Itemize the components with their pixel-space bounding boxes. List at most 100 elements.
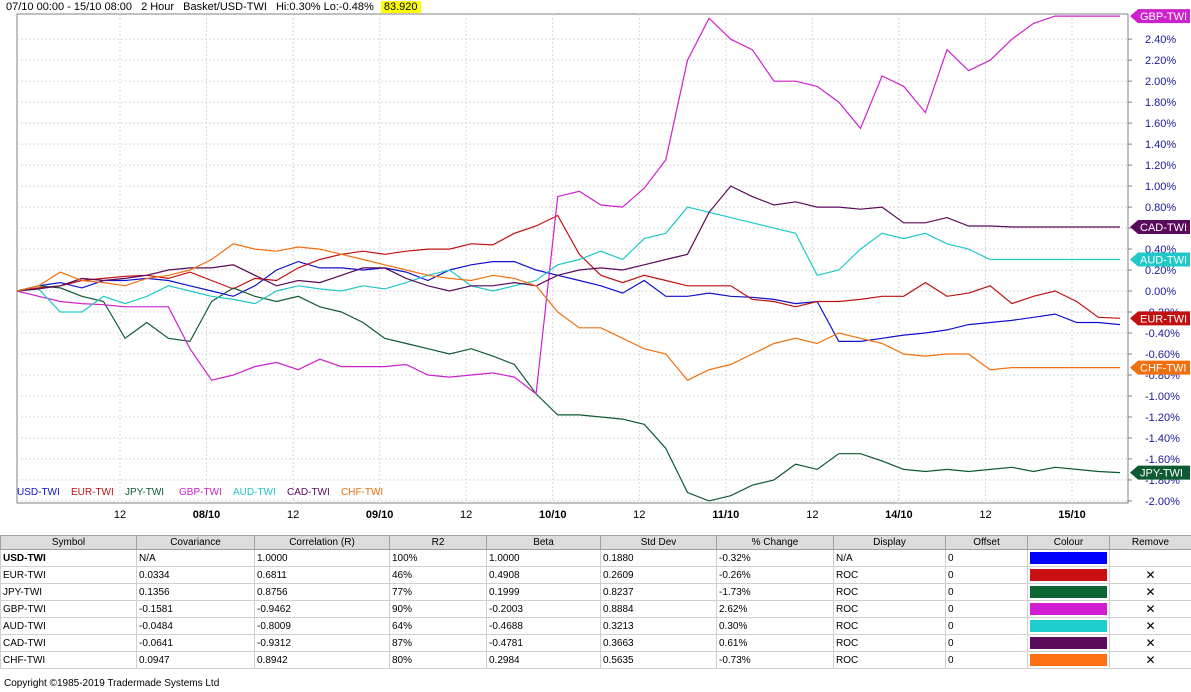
table-row[interactable]: JPY-TWI 0.1356 0.8756 77% 0.1999 0.8237 -1.73%… <box>0 583 1191 601</box>
cell-offset[interactable]: 0 <box>945 651 1028 669</box>
series-line-usd-twi <box>16 260 1121 342</box>
cell-display[interactable]: ROC <box>833 566 946 584</box>
cell-colour[interactable] <box>1027 617 1110 635</box>
table-row[interactable]: AUD-TWI -0.0484 -0.8009 64% -0.4688 0.3213 0.3… <box>0 617 1191 635</box>
colour-swatch[interactable] <box>1030 603 1107 615</box>
date-range: 07/10 00:00 - 15/10 08:00 <box>6 1 132 13</box>
cell-colour[interactable] <box>1027 549 1110 567</box>
cell-beta: -0.4781 <box>486 634 601 652</box>
y-tick-label: 2.20% <box>1145 55 1176 67</box>
cell-offset[interactable]: 0 <box>945 617 1028 635</box>
col-symbol[interactable]: Symbol <box>0 535 137 550</box>
remove-icon[interactable]: ✕ <box>1109 583 1191 601</box>
cell-beta: 0.1999 <box>486 583 601 601</box>
table-row[interactable]: EUR-TWI 0.0334 0.6811 46% 0.4908 0.2609 -0.26%… <box>0 566 1191 584</box>
colour-swatch[interactable] <box>1030 637 1107 649</box>
remove-icon[interactable]: ✕ <box>1109 634 1191 652</box>
colour-swatch[interactable] <box>1030 552 1107 564</box>
cell-r2: 90% <box>389 600 487 618</box>
y-tick-label: -0.60% <box>1145 349 1180 361</box>
cell-symbol: CHF-TWI <box>0 651 137 669</box>
col-beta[interactable]: Beta <box>486 535 601 550</box>
cell-offset[interactable]: 0 <box>945 583 1028 601</box>
col-std-dev[interactable]: Std Dev <box>600 535 717 550</box>
cell-cov: N/A <box>136 549 255 567</box>
series-line-chf-twi <box>16 243 1120 381</box>
col-r2[interactable]: R2 <box>389 535 487 550</box>
cell-colour[interactable] <box>1027 600 1110 618</box>
series-line-gbp-twi <box>16 15 1120 396</box>
col-pct-change[interactable]: % Change <box>716 535 834 550</box>
cell-colour[interactable] <box>1027 566 1110 584</box>
basket-chart[interactable]: 2.40% 2.20% 2.00% 1.80% 1.60% 1.40% 1.20% 1.00%… <box>0 0 1191 532</box>
remove-icon[interactable]: ✕ <box>1109 617 1191 635</box>
cell-display[interactable]: ROC <box>833 583 946 601</box>
end-tag-gbp-twi <box>1130 9 1190 24</box>
cell-colour[interactable] <box>1027 583 1110 601</box>
cell-cov: -0.0484 <box>136 617 255 635</box>
cell-colour[interactable] <box>1027 651 1110 669</box>
x-tick-label: 12 <box>633 509 645 521</box>
hilo-label: Hi:0.30% Lo:-0.48% <box>275 1 374 13</box>
cell-corr: -0.9312 <box>254 634 390 652</box>
cell-corr: 1.0000 <box>254 549 390 567</box>
x-tick-label: 12 <box>460 509 472 521</box>
cell-display[interactable]: ROC <box>833 634 946 652</box>
cell-display[interactable]: ROC <box>833 651 946 669</box>
colour-swatch[interactable] <box>1030 586 1107 598</box>
cell-corr: -0.9462 <box>254 600 390 618</box>
y-tick-label: 0.80% <box>1145 202 1176 214</box>
cell-offset[interactable]: 0 <box>945 600 1028 618</box>
basket-label: Basket/USD-TWI <box>183 1 267 13</box>
cell-symbol: USD-TWI <box>0 549 137 567</box>
remove-icon[interactable]: ✕ <box>1109 566 1191 584</box>
cell-chg: 0.61% <box>716 634 834 652</box>
chart-header: 07/10 00:00 - 15/10 08:00 2 Hour Basket/… <box>0 0 1191 14</box>
colour-swatch[interactable] <box>1030 620 1107 632</box>
end-tag-label: CAD-TWI <box>1140 222 1187 234</box>
series-line-cad-twi <box>16 185 1120 292</box>
series-line-eur-twi <box>16 214 1121 319</box>
remove-icon[interactable]: ✕ <box>1109 600 1191 618</box>
cell-chg: -0.26% <box>716 566 834 584</box>
col-correlation[interactable]: Correlation (R) <box>254 535 390 550</box>
legend-item: CHF-TWI <box>341 487 383 498</box>
table-row[interactable]: USD-TWI N/A 1.0000 100% 1.0000 0.1880 -0.32% N/… <box>0 549 1191 567</box>
cell-r2: 77% <box>389 583 487 601</box>
cell-std: 0.2609 <box>600 566 717 584</box>
legend-item: AUD-TWI <box>233 487 276 498</box>
cell-offset[interactable]: 0 <box>945 566 1028 584</box>
remove-icon[interactable] <box>1109 549 1191 567</box>
cell-display[interactable]: N/A <box>833 549 946 567</box>
y-tick-label: -1.40% <box>1145 433 1180 445</box>
y-tick-label: 1.40% <box>1145 139 1176 151</box>
col-offset[interactable]: Offset <box>945 535 1028 550</box>
cell-colour[interactable] <box>1027 634 1110 652</box>
cell-beta: -0.4688 <box>486 617 601 635</box>
colour-swatch[interactable] <box>1030 654 1107 666</box>
cell-display[interactable]: ROC <box>833 600 946 618</box>
col-display[interactable]: Display <box>833 535 946 550</box>
cell-display[interactable]: ROC <box>833 617 946 635</box>
remove-icon[interactable]: ✕ <box>1109 651 1191 669</box>
cell-chg: -1.73% <box>716 583 834 601</box>
col-remove[interactable]: Remove <box>1109 535 1191 550</box>
cell-offset[interactable]: 0 <box>945 549 1028 567</box>
y-tick-label: 2.00% <box>1145 76 1176 88</box>
table-row[interactable]: CAD-TWI -0.0641 -0.9312 87% -0.4781 0.3663 0.6… <box>0 634 1191 652</box>
cell-offset[interactable]: 0 <box>945 634 1028 652</box>
cell-r2: 100% <box>389 549 487 567</box>
y-tick-label: 0.20% <box>1145 265 1176 277</box>
table-row[interactable]: GBP-TWI -0.1581 -0.9462 90% -0.2003 0.8884 2.6… <box>0 600 1191 618</box>
cell-beta: 1.0000 <box>486 549 601 567</box>
col-colour[interactable]: Colour <box>1027 535 1110 550</box>
table-row[interactable]: CHF-TWI 0.0947 0.8942 80% 0.2984 0.5635 -0.73%… <box>0 651 1191 669</box>
y-tick-label: 2.40% <box>1145 34 1176 46</box>
legend-item: CAD-TWI <box>287 487 330 498</box>
col-covariance[interactable]: Covariance <box>136 535 255 550</box>
x-tick-label: 12 <box>287 509 299 521</box>
colour-swatch[interactable] <box>1030 569 1107 581</box>
legend-item: JPY-TWI <box>125 487 164 498</box>
y-tick-label: 1.80% <box>1145 97 1176 109</box>
y-tick-label: 1.60% <box>1145 118 1176 130</box>
